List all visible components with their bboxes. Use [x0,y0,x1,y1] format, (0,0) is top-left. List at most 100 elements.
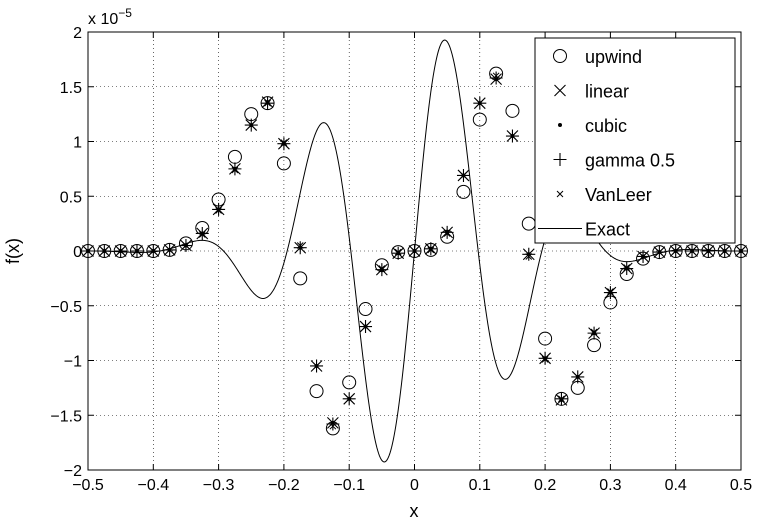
legend-entry-exact: Exact [538,220,630,240]
vanleer-point [443,230,451,237]
legend-box [534,37,736,244]
y-exponent-base: x 10 [88,11,118,28]
legend-marker-cubic [558,123,562,127]
ticks [87,31,742,471]
y-tick-label: 2 [73,25,82,42]
gamma-0-5-point [277,137,291,151]
upwind-point [538,331,553,346]
legend-entry-vanleer: VanLeer [556,185,652,205]
gamma-0-5-point [195,226,209,240]
vanleer-point [215,207,222,214]
x-tick-label: 0.4 [665,477,687,494]
gamma-0-5-point [587,326,601,340]
series-vanleer [84,72,745,430]
y-tick-label: 1.5 [60,80,82,97]
upwind-point [472,112,487,127]
vanleer-point [166,246,173,254]
vanleer-point [411,247,418,255]
legend-entry-upwind: upwind [553,47,642,67]
gamma-0-5-point [440,225,454,239]
vanleer-point [721,247,729,255]
gamma-0-5-point [326,417,340,431]
vanleer-point [198,231,206,238]
y-tick-label: −0.5 [50,299,82,316]
vanleer-point [558,395,565,403]
y-axis-label: f(x) [3,238,23,264]
upwind-point [358,302,373,317]
vanleer-point [688,247,696,255]
x-tick-label: 0.3 [599,477,621,494]
vanleer-point [149,247,157,255]
gamma-0-5-point [293,241,307,255]
legend: upwind linear cubic gamma 0.5 VanLeer Exact [534,37,736,244]
vanleer-point [182,242,190,249]
vanleer-point [329,422,337,430]
y-tick-label: 0 [73,244,82,261]
gamma-0-5-point [489,71,503,85]
vanleer-point [623,264,631,271]
vanleer-point [541,356,549,363]
vanleer-point [590,328,598,336]
vanleer-point [362,323,369,330]
x-tick-label: −0.3 [203,477,235,494]
vanleer-point [345,395,353,403]
tick-labels: −0.5 −0.4 −0.3 −0.2 −0.1 0 0.1 0.2 0.3 0.4 0.5 −2 −1… [50,25,752,494]
vanleer-point [264,99,271,107]
legend-label-cubic: cubic [585,116,627,136]
y-exponent-power: −5 [118,6,132,20]
vanleer-point [639,253,647,260]
upwind-point [342,375,357,390]
gamma-0-5-point [522,247,536,261]
upwind-point [293,271,308,286]
x-tick-label: 0.1 [469,477,491,494]
vanleer-point [247,121,255,129]
legend-label-exact: Exact [585,220,630,240]
legend-entry-cubic: cubic [558,116,627,136]
x-tick-label: −0.4 [138,477,170,494]
vanleer-point [378,265,386,272]
vanleer-point [280,139,288,146]
y-exponent-label: x 10−5 [88,6,132,28]
x-tick-label: −0.2 [268,477,300,494]
x-tick-label: −0.1 [333,477,365,494]
gamma-0-5-point [391,246,405,260]
gamma-0-5-point [375,263,389,277]
legend-label-upwind: upwind [585,47,642,67]
gamma-0-5-point [228,162,242,176]
vanleer-point [100,247,108,255]
gamma-0-5-point [603,286,617,300]
markers-layer [81,66,748,436]
vanleer-point [574,373,582,381]
legend-marker-linear [554,84,566,97]
vanleer-point [525,253,533,260]
vanleer-point [427,246,435,254]
gamma-0-5-point [212,202,226,216]
vanleer-point [296,242,304,249]
y-tick-label: 1 [73,135,82,152]
legend-label-gamma-0-5: gamma 0.5 [585,151,675,171]
y-tick-label: −1.5 [50,408,82,425]
legend-label-vanleer: VanLeer [585,185,652,205]
vanleer-point [231,166,239,174]
legend-entry-gamma-0-5: gamma 0.5 [553,151,675,171]
vanleer-point [607,288,614,295]
y-tick-label: −1 [64,354,82,371]
legend-entry-linear: linear [554,82,629,102]
legend-marker-vanleer [556,190,564,198]
vanleer-point [117,247,125,255]
x-tick-label: 0.2 [534,477,556,494]
x-tick-label: −0.5 [72,477,104,494]
vanleer-point [460,172,467,179]
vanleer-point [509,132,516,140]
vanleer-point [476,99,484,107]
x-tick-label: 0 [410,477,419,494]
gamma-0-5-point [424,242,438,256]
vanleer-point [672,247,680,255]
legend-label-linear: linear [585,82,629,102]
vanleer-point [704,247,712,255]
vanleer-point [394,248,402,256]
upwind-point [276,156,291,171]
upwind-point [456,184,471,199]
upwind-point [309,384,324,399]
gamma-0-5-point [538,351,552,365]
